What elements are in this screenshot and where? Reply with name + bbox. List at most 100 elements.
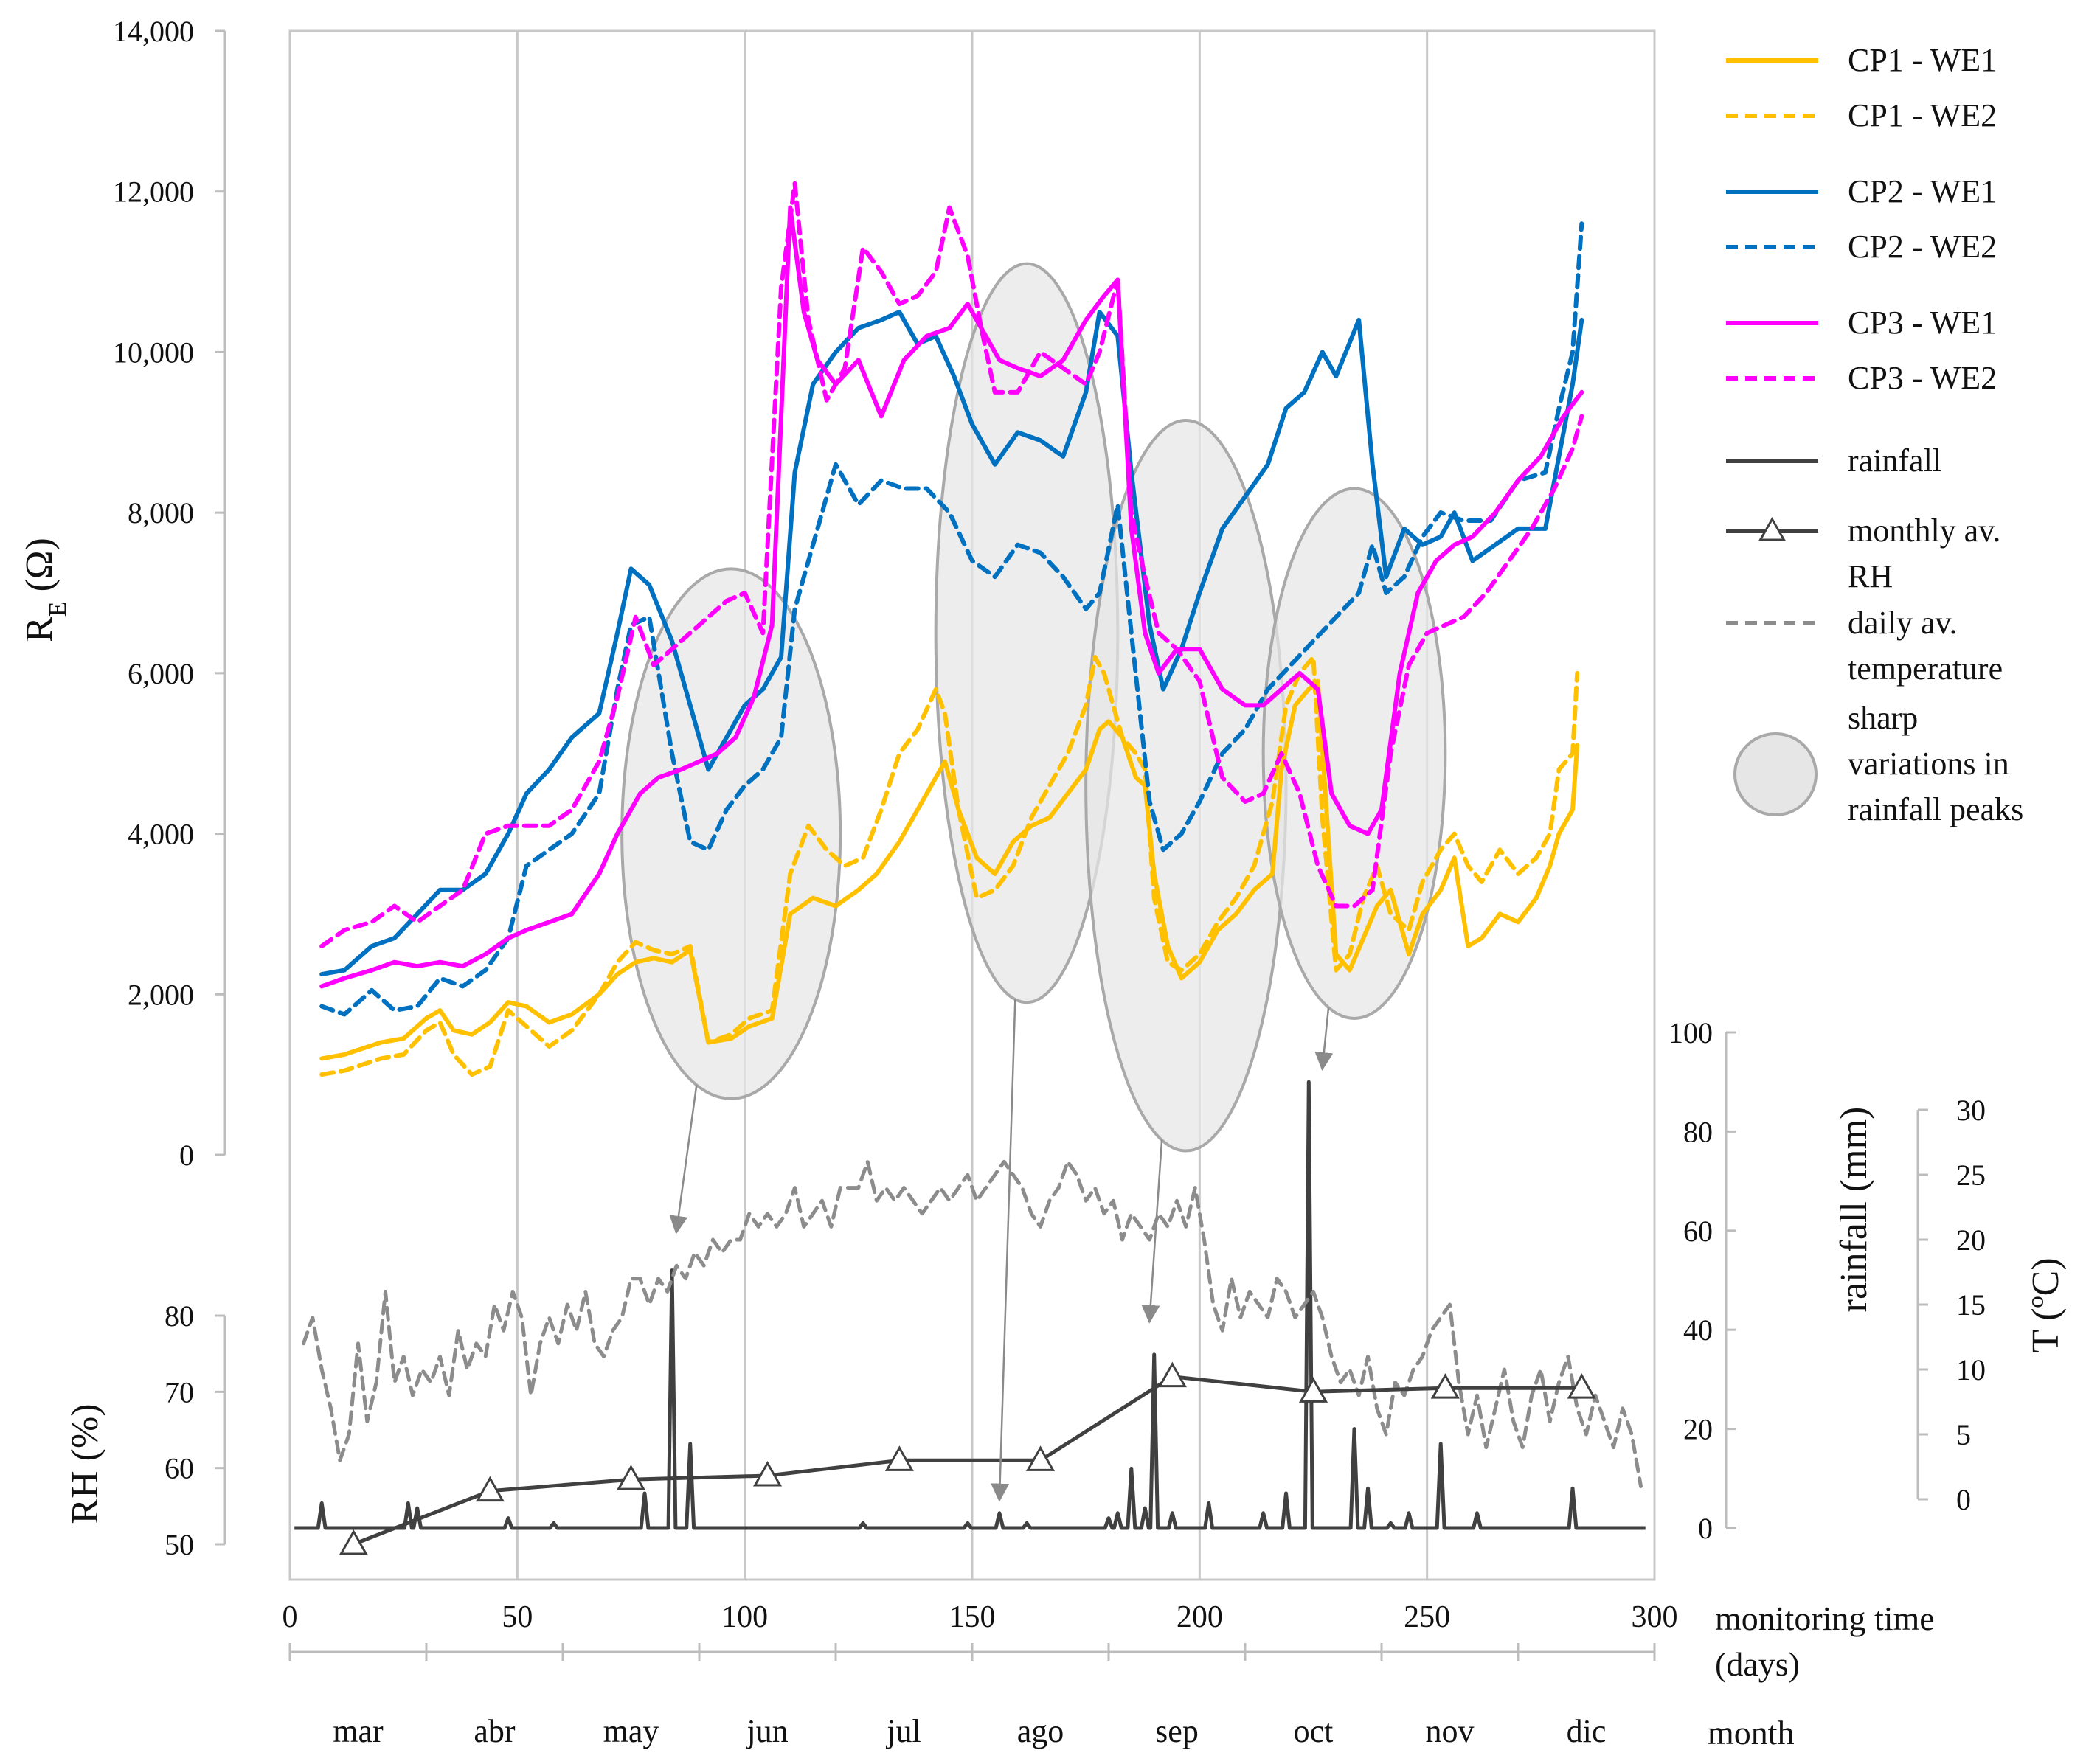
x-tick-label: 0 <box>283 1600 298 1634</box>
legend-label: CP1 - WE2 <box>1848 97 1997 133</box>
month-label: may <box>603 1713 659 1749</box>
annotation-bubble <box>1261 487 1447 1020</box>
annotation-arrow <box>991 999 1016 1502</box>
x-tick-label: 100 <box>721 1600 768 1634</box>
annotation-bubble <box>620 567 842 1100</box>
temp-tick-label: 30 <box>1956 1094 1986 1127</box>
axis-labels: monitoring time (days) month RH (%) rain… <box>18 538 2067 1751</box>
temp-tick-label: 5 <box>1956 1418 1971 1451</box>
rh-triangle-marker <box>339 1529 368 1555</box>
x-tick-label: 250 <box>1404 1600 1450 1634</box>
rh-triangle-marker <box>616 1465 646 1490</box>
rainfall-tick-label: 80 <box>1683 1115 1713 1148</box>
series-line-cp3-we2 <box>319 181 1584 948</box>
x-axis-title-line1: monitoring time <box>1715 1600 1935 1637</box>
rh-triangle-marker <box>752 1460 783 1487</box>
re-tick-label: 14,000 <box>113 15 194 48</box>
month-label: ago <box>1017 1713 1064 1749</box>
legend-label: sharp <box>1848 700 1918 736</box>
month-label: mar <box>333 1713 384 1749</box>
month-label: oct <box>1294 1713 1334 1749</box>
annotation-bubble <box>1084 418 1288 1153</box>
legend-bubble-swatch <box>1733 732 1818 816</box>
temp-tick-label: 10 <box>1956 1353 1986 1386</box>
month-label: dic <box>1567 1713 1607 1749</box>
rainfall-tick-label: 100 <box>1669 1016 1713 1049</box>
re-axis-title-sub: E <box>44 601 72 617</box>
temp-tick-label: 25 <box>1956 1159 1986 1192</box>
legend: CP1 - WE1 CP1 - WE2 CP2 - WE1 CP2 - WE2 CP3 … <box>1726 42 2023 827</box>
rh-triangle-marker <box>475 1476 505 1502</box>
rh-tick-label: 80 <box>164 1299 194 1333</box>
legend-label: monthly av. <box>1848 513 2000 549</box>
rh-tick-label: 70 <box>164 1375 194 1409</box>
rh-triangle-marker <box>1567 1373 1596 1399</box>
legend-label: daily av. <box>1848 605 1958 641</box>
annotation-arrows <box>669 999 1334 1502</box>
rainfall-tick-label: 60 <box>1683 1215 1713 1248</box>
series-line-monthly-av-rh <box>351 1375 1584 1546</box>
x-tick-label: 300 <box>1632 1600 1678 1634</box>
month-label: jun <box>745 1713 788 1749</box>
temp-tick-label: 20 <box>1956 1223 1986 1257</box>
legend-label: CP1 - WE1 <box>1848 42 1997 78</box>
re-axis-title: RE (Ω) <box>18 538 72 642</box>
legend-label: CP2 - WE2 <box>1848 229 1997 265</box>
temperature-layer <box>302 1159 1643 1488</box>
rh-triangle-marker <box>1157 1361 1187 1388</box>
re-tick-label: 2,000 <box>128 978 194 1011</box>
annotation-arrow <box>1314 1007 1334 1072</box>
x-tick-label: 150 <box>949 1600 996 1634</box>
month-label: nov <box>1426 1713 1475 1749</box>
series-line-daily-av-temperature <box>302 1159 1643 1488</box>
re-tick-label: 8,000 <box>128 496 194 529</box>
re-tick-label: 10,000 <box>113 336 194 369</box>
rh-tick-label: 50 <box>164 1528 194 1561</box>
re-series-layer <box>319 181 1584 1077</box>
re-axis-title-unit: (Ω) <box>18 538 60 601</box>
series-line-cp1-we2 <box>319 655 1580 1077</box>
rh-triangle-marker <box>1298 1377 1328 1403</box>
month-axis-title: month <box>1708 1714 1795 1751</box>
annotation-arrow <box>1141 1139 1163 1324</box>
annotation-arrow <box>669 1085 698 1235</box>
rh-tick-label: 60 <box>164 1452 194 1485</box>
legend-label: rainfall <box>1848 442 1941 479</box>
temp-tick-label: 15 <box>1956 1288 1986 1322</box>
legend-label: CP3 - WE1 <box>1848 305 1997 341</box>
month-label: abr <box>474 1713 516 1749</box>
rainfall-axis-title: rainfall (mm) <box>1833 1107 1875 1313</box>
rainfall-tick-label: 0 <box>1698 1512 1713 1545</box>
temp-tick-label: 0 <box>1956 1483 1971 1516</box>
legend-label: variations in <box>1848 746 2009 782</box>
rh-triangle-marker <box>884 1445 914 1471</box>
rainfall-tick-label: 20 <box>1683 1413 1713 1446</box>
month-label: sep <box>1155 1713 1199 1749</box>
rainfall-line <box>294 1080 1646 1530</box>
annotation-bubbles <box>620 262 1447 1153</box>
re-tick-label: 6,000 <box>128 657 194 690</box>
series-line-cp2-we2 <box>319 221 1584 1017</box>
re-axis-title-main: R <box>18 617 60 642</box>
rh-triangle-marker <box>1025 1445 1056 1471</box>
legend-label: CP2 - WE1 <box>1848 173 1997 209</box>
re-tick-label: 12,000 <box>113 176 194 209</box>
month-label: jul <box>885 1713 921 1749</box>
legend-label: RH <box>1848 558 1893 594</box>
rh-layer <box>339 1361 1596 1555</box>
legend-label: temperature <box>1848 650 2003 687</box>
rainfall-layer <box>294 1080 1646 1530</box>
re-tick-label: 4,000 <box>128 818 194 851</box>
x-tick-label: 50 <box>502 1600 533 1634</box>
axes: 0 2,000 4,000 6,000 8,000 10,000 12,000 14,000 5… <box>113 15 1986 1749</box>
rh-axis-title: RH (%) <box>64 1403 106 1524</box>
series-line-cp2-we1 <box>319 310 1584 977</box>
x-tick-label: 200 <box>1177 1600 1223 1634</box>
rainfall-tick-label: 40 <box>1683 1313 1713 1347</box>
legend-triangle <box>1758 516 1787 541</box>
series-line-cp3-we1 <box>319 205 1584 989</box>
temp-axis-title: T (ºC) <box>2025 1257 2067 1352</box>
legend-label: CP3 - WE2 <box>1848 360 1997 396</box>
re-tick-label: 0 <box>179 1139 194 1172</box>
